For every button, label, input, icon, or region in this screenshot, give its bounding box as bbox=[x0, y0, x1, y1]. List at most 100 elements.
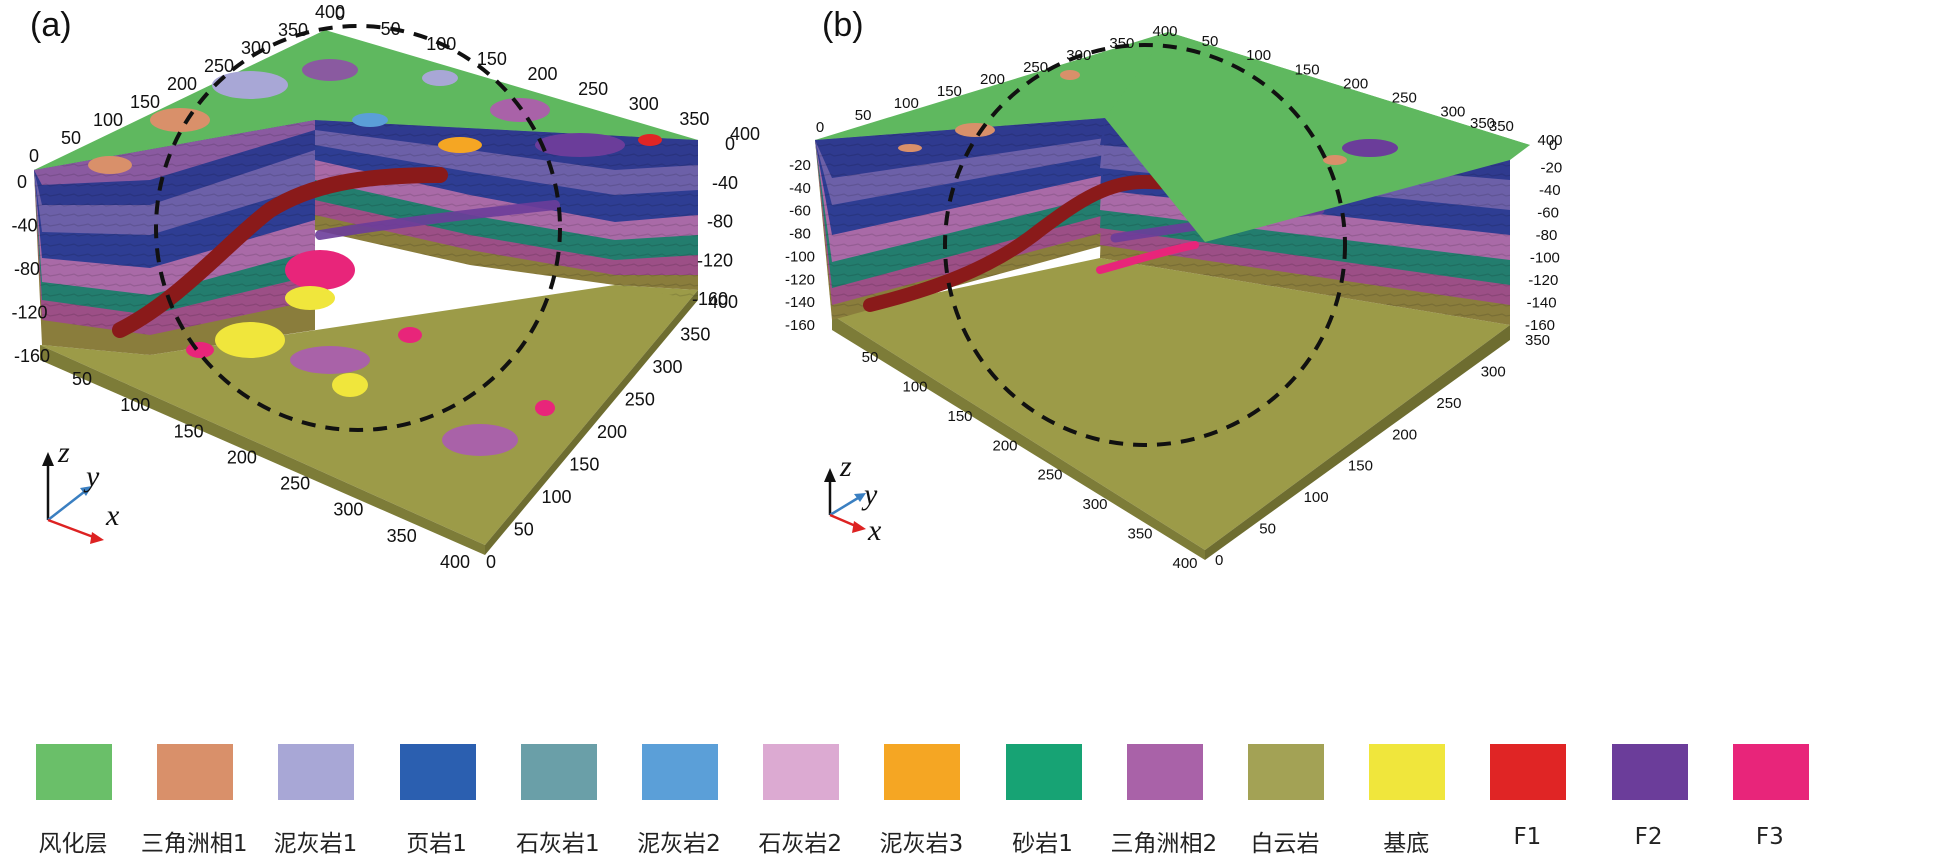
panel-a-label: (a) bbox=[30, 6, 72, 44]
legend-label: F1 bbox=[1513, 824, 1542, 850]
panel-b-right-z-tick-3: -60 bbox=[1537, 205, 1559, 222]
panel-a-floor-right bbox=[485, 290, 698, 555]
panel-a-top-y-tick-2: 100 bbox=[426, 34, 456, 54]
panel-b-top-y-tick-3: 200 bbox=[1343, 75, 1368, 92]
panel-a-left-z-tick-0: 0 bbox=[17, 172, 27, 192]
legend-label: 页岩1 bbox=[406, 831, 467, 857]
panel-a-left-z-tick-3: -120 bbox=[11, 303, 47, 323]
panel-a-top-y-tick-5: 250 bbox=[578, 79, 608, 99]
panel-a-top-x-tick-2: 100 bbox=[93, 110, 123, 130]
panel-b-right-z-ticks: 0 -20 -40 -60 -80 -100 -120 -140 -160 bbox=[1525, 137, 1562, 334]
panel-a-top-x-tick-5: 250 bbox=[204, 56, 234, 76]
panel-a-left-z-tick-1: -40 bbox=[11, 216, 37, 236]
panel-b-top-x-tick-5: 250 bbox=[1023, 59, 1048, 76]
panel-b-front-x-tick-7: 400 bbox=[1172, 555, 1197, 572]
panel-a-top-x-tick-6: 300 bbox=[241, 38, 271, 58]
panel-a-top-y-tick-3: 150 bbox=[477, 49, 507, 69]
panel-b-top-y-tick-4: 250 bbox=[1392, 90, 1417, 107]
panel-b-label: (b) bbox=[822, 6, 864, 44]
panel-a-front-y-tick-6: 300 bbox=[653, 357, 683, 377]
legend-label: 石灰岩1 bbox=[515, 831, 600, 857]
panel-a-right-z-tick-3: -120 bbox=[697, 250, 733, 270]
panel-a-front-y-tick-3: 150 bbox=[569, 455, 599, 475]
legend-item: 基底 bbox=[1361, 738, 1451, 858]
panel-a-top-patches bbox=[88, 59, 662, 174]
panel-a-front-x-ticks: 50 100 150 200 250 300 350 400 bbox=[72, 369, 470, 572]
panel-a-top-y-tick-8: 400 bbox=[730, 124, 760, 144]
panel-a-top-x-ticks: 0 50 100 150 200 250 300 350 400 bbox=[29, 2, 345, 166]
legend-item: 三角洲相2 bbox=[1110, 738, 1217, 858]
legend-swatch bbox=[36, 744, 112, 800]
panel-b-z-letter: z bbox=[839, 450, 852, 483]
legend-item: 泥灰岩1 bbox=[270, 738, 360, 858]
legend-label: 风化层 bbox=[38, 831, 108, 857]
legend-item: F2 bbox=[1604, 738, 1694, 858]
panel-b-right-z-tick-6: -120 bbox=[1528, 272, 1558, 289]
panel-b-right-z-tick-5: -100 bbox=[1530, 250, 1560, 267]
legend-item: F1 bbox=[1482, 738, 1572, 858]
legend-label: 三角洲相2 bbox=[1110, 831, 1218, 857]
legend: 风化层 三角洲相1 泥灰岩1 页岩1 石灰岩1 泥灰岩2 石灰岩2 泥灰岩3 砂岩1 三角洲相2 白… bbox=[0, 738, 1949, 865]
legend-swatch bbox=[1732, 744, 1809, 800]
legend-item: 风化层 bbox=[28, 738, 118, 858]
legend-item: 泥灰岩2 bbox=[634, 738, 724, 858]
panel-a-top-y-tick-1: 50 bbox=[381, 19, 401, 39]
panel-a-right-z-tick-0: 0 bbox=[725, 134, 735, 154]
legend-swatch bbox=[1611, 744, 1688, 800]
panel-b-right-z-tick-1: -20 bbox=[1541, 160, 1563, 177]
panel-b-floor-right bbox=[1205, 325, 1510, 560]
panel-a-front-y-tick-1: 50 bbox=[514, 520, 534, 540]
panel-b-front-x-tick-2: 150 bbox=[947, 408, 972, 425]
panel-b-top-y-extra-tick: 350 bbox=[1470, 115, 1495, 132]
panel-b-right-z-tick-4: -80 bbox=[1536, 227, 1558, 244]
panel-a-top-y-tick-7: 350 bbox=[679, 109, 709, 129]
panel-b-top-y-ticks: 50 100 150 200 250 300 350 400 bbox=[1202, 33, 1563, 149]
panel-b-left-z-tick-4: -100 bbox=[785, 248, 815, 265]
panel-b: 0 50 100 150 200 250 300 350 400 50 100 150 200 250 3… bbox=[785, 23, 1563, 572]
panel-b-top-x-tick-6: 300 bbox=[1066, 47, 1091, 64]
panel-b-front-x-tick-1: 100 bbox=[902, 378, 927, 395]
panel-b-front-y-tick-0: 0 bbox=[1215, 552, 1223, 569]
panel-a-right-z-tick-2: -80 bbox=[707, 212, 733, 232]
panel-a-front-y-tick-2: 100 bbox=[542, 487, 572, 507]
panel-b-left-z-tick-2: -60 bbox=[789, 203, 811, 220]
panel-a-right-z-ticks: 0 -40 -80 -120 -160 bbox=[692, 134, 738, 309]
legend-swatch bbox=[157, 744, 234, 800]
panel-a-front-x-tick-3: 200 bbox=[227, 447, 257, 467]
panel-b-left-wall bbox=[815, 118, 1105, 320]
legend-item: F3 bbox=[1725, 738, 1815, 858]
panel-b-top-x-tick-0: 0 bbox=[816, 119, 824, 136]
panel-b-top-y-tick-2: 150 bbox=[1295, 61, 1320, 78]
panel-a-top-x-tick-3: 150 bbox=[130, 92, 160, 112]
panel-a-floor-patches bbox=[186, 250, 555, 456]
legend-label: 泥灰岩2 bbox=[637, 831, 721, 857]
panel-a-top-y-tick-6: 300 bbox=[629, 94, 659, 114]
panel-a-top-x-tick-1: 50 bbox=[61, 128, 81, 148]
panel-b-front-x-tick-3: 200 bbox=[992, 437, 1017, 454]
panel-a-front-x-tick-1: 100 bbox=[120, 395, 150, 415]
panel-b-floor-front bbox=[832, 315, 1205, 560]
legend-swatch bbox=[1126, 744, 1203, 800]
legend-item: 石灰岩2 bbox=[755, 738, 845, 858]
panel-a-front-y-ticks: 0 50 100 150 200 250 300 350 400 bbox=[486, 292, 738, 572]
legend-swatch bbox=[642, 744, 718, 800]
panel-a-top-x-tick-4: 200 bbox=[167, 74, 197, 94]
panel-b-top-x-tick-1: 50 bbox=[855, 107, 872, 124]
legend-swatch bbox=[399, 744, 476, 800]
panel-b-front-x-ticks: 50 100 150 200 250 300 350 400 bbox=[862, 349, 1198, 572]
panel-b-highlight-circle bbox=[943, 43, 1347, 447]
panel-a-front-y-tick-8: 400 bbox=[708, 292, 738, 312]
panel-b-front-x-tick-5: 300 bbox=[1082, 496, 1107, 513]
legend-label: 三角洲相1 bbox=[140, 831, 248, 857]
panel-b-front-y-tick-4: 200 bbox=[1392, 426, 1417, 443]
legend-label: 基底 bbox=[1383, 831, 1430, 857]
panel-a: 0 50 100 150 200 250 300 350 400 0 50 100 150 200 250… bbox=[11, 2, 760, 572]
panel-b-top-x-tick-8: 400 bbox=[1152, 23, 1177, 40]
panel-a-axis-triad: z y x bbox=[42, 436, 120, 544]
legend-swatch bbox=[1369, 744, 1446, 800]
panel-a-front-x-tick-5: 300 bbox=[333, 500, 363, 520]
panel-a-left-z-tick-2: -80 bbox=[14, 259, 40, 279]
panel-b-x-letter: x bbox=[867, 514, 882, 547]
panel-b-right-z-tick-7: -140 bbox=[1527, 295, 1557, 312]
